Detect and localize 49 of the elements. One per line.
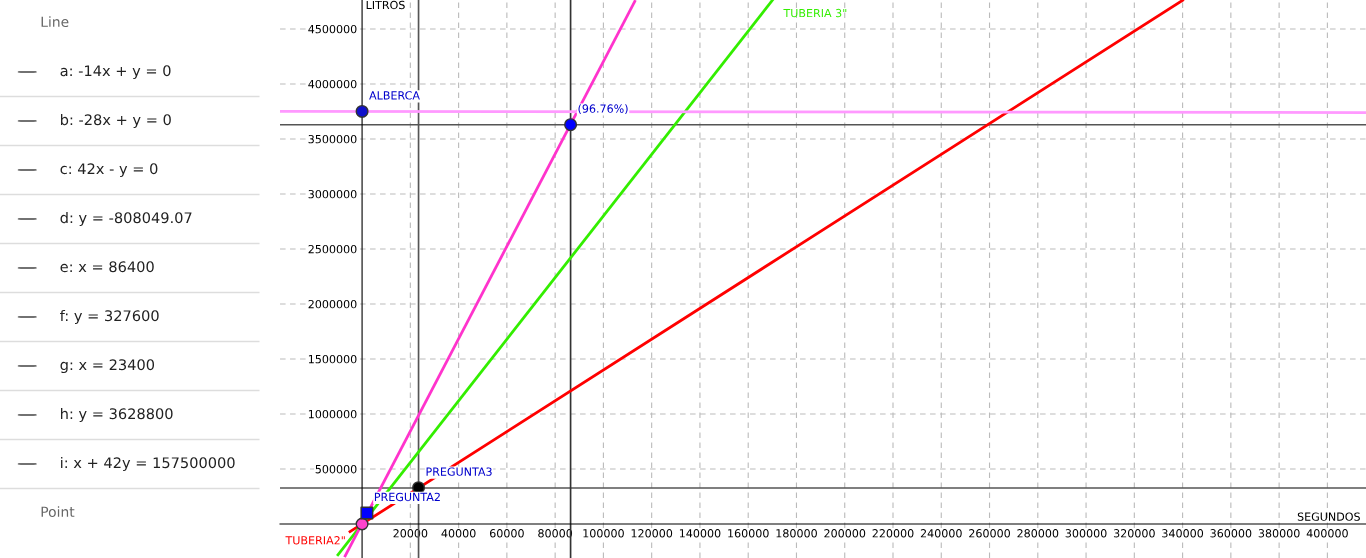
- x-tick-label: 100000: [583, 529, 624, 538]
- y-tick-label: 3000000: [308, 189, 357, 199]
- x-tick-label: 360000: [1210, 529, 1252, 538]
- text: h: y = 3628800: [61, 407, 173, 423]
- text: i: x + 42y = 157500000: [61, 456, 235, 472]
- text: g: x = 23400: [60, 359, 155, 374]
- point: [564, 118, 578, 132]
- y-axis-title: LITROS: [366, 0, 405, 10]
- x-tick-label: 260000: [969, 529, 1010, 538]
- text: Point: [41, 506, 75, 518]
- y-tick-label: 2000000: [308, 299, 357, 309]
- x-tick-label: 400000: [1306, 529, 1348, 538]
- text: a: -14x + y = 0: [60, 65, 171, 80]
- annotation: PREGUNTA3: [426, 467, 492, 476]
- x-tick-label: 160000: [728, 529, 769, 538]
- annotation: ALBERCA: [369, 91, 420, 100]
- y-tick-label: 1500000: [308, 354, 357, 364]
- text: Line: [41, 16, 69, 28]
- x-tick-label: 240000: [920, 529, 962, 538]
- text: d: y = -808049.07: [60, 211, 192, 227]
- series-label: TUBERIA 3": [783, 8, 847, 18]
- x-axis-title: SEGUNDOS: [1297, 512, 1360, 521]
- series-label: TUBERIA2": [285, 536, 345, 545]
- x-tick-label: 60000: [489, 529, 524, 538]
- x-tick-label: 120000: [631, 529, 673, 538]
- text: b: -28x + y = 0: [61, 113, 171, 129]
- y-tick-label: 2500000: [308, 244, 357, 254]
- annotation: (96.76%): [578, 104, 628, 115]
- text: f: y = 327600: [60, 309, 159, 325]
- y-tick-label: 1000000: [308, 409, 357, 419]
- x-tick-label: 180000: [776, 529, 817, 538]
- x-tick-label: 380000: [1258, 529, 1300, 538]
- y-tick-label: 4000000: [308, 79, 357, 89]
- x-tick-label: 220000: [872, 529, 914, 538]
- x-tick-label: 320000: [1113, 529, 1155, 538]
- annotation: PREGUNTA2: [374, 492, 440, 502]
- x-tick-label: 300000: [1065, 529, 1107, 538]
- text: c: 42x - y = 0: [60, 163, 158, 178]
- x-tick-label: 280000: [1017, 529, 1059, 538]
- point: [360, 506, 374, 520]
- y-tick-label: 4500000: [308, 24, 357, 34]
- y-tick-label: 500000: [315, 464, 357, 474]
- x-tick-label: 340000: [1162, 529, 1204, 538]
- x-tick-label: 40000: [441, 529, 476, 538]
- point: [355, 104, 369, 118]
- x-tick-label: 140000: [679, 529, 721, 538]
- y-tick-label: 3500000: [308, 134, 357, 144]
- text: e: x = 86400: [60, 261, 154, 273]
- x-tick-label: 200000: [824, 529, 866, 538]
